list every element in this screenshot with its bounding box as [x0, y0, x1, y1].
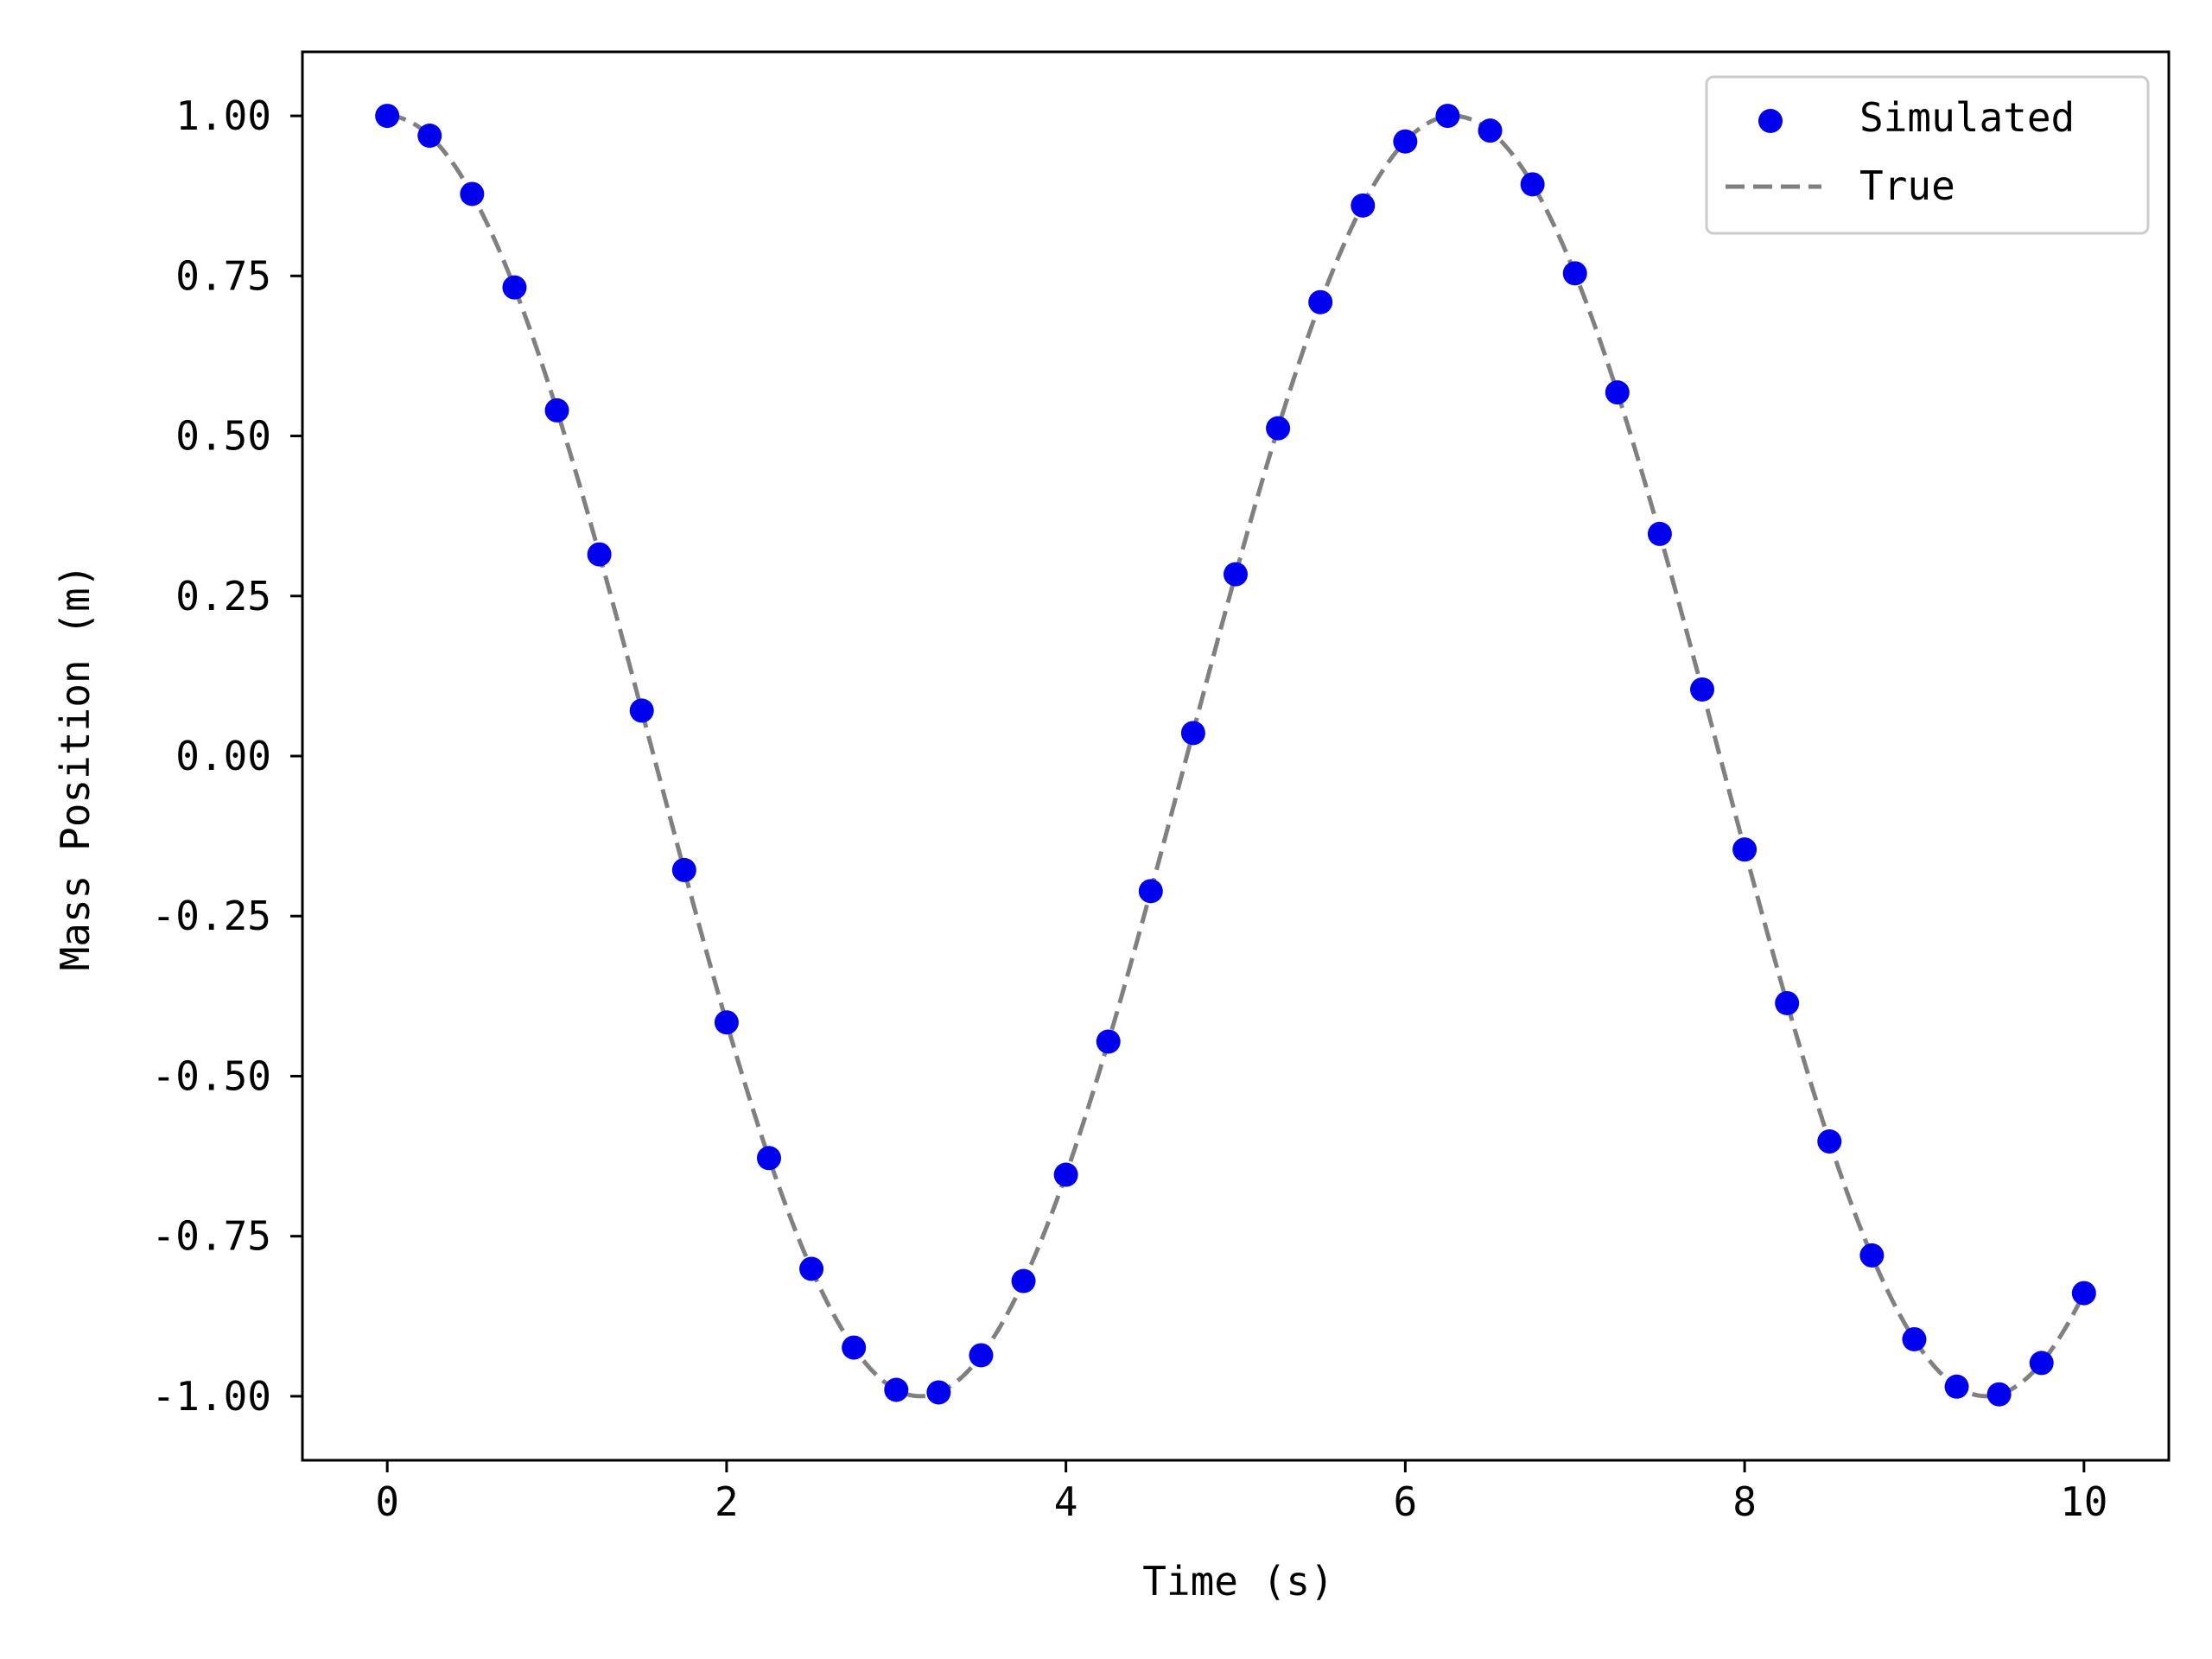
axes-layer: 0 2 4 6 8 10 1.00 0.75 0.50 0.25 0.00 -0.25 -0.50 -0.… — [152, 50, 2171, 1525]
legend: Simulated True — [1705, 75, 2150, 235]
simulated-point — [1011, 1268, 1036, 1294]
simulated-point — [502, 275, 527, 300]
simulated-point — [1053, 1162, 1078, 1187]
simulated-point — [1393, 129, 1418, 154]
simulated-point — [375, 104, 400, 129]
x-tick-label: 2 — [715, 1478, 739, 1525]
legend-marker-simulated — [1758, 109, 1783, 133]
x-axis-title: Time (s) — [1142, 1558, 1334, 1605]
simulated-point — [1266, 416, 1291, 441]
y-tick-label: -0.75 — [152, 1213, 271, 1260]
x-tick-label: 10 — [2060, 1478, 2107, 1525]
simulated-point — [926, 1380, 951, 1405]
simulated-point — [884, 1377, 909, 1402]
simulated-point — [1096, 1029, 1121, 1054]
simulated-point — [460, 181, 485, 207]
simulated-point — [1478, 118, 1503, 143]
x-tick-label: 8 — [1732, 1478, 1757, 1525]
simulated-point — [757, 1146, 781, 1171]
legend-label-simulated: Simulated — [1859, 94, 2075, 141]
simulated-point — [1138, 879, 1163, 904]
simulated-point — [1647, 521, 1672, 546]
simulated-point — [417, 124, 442, 149]
simulated-point — [714, 1010, 739, 1035]
y-tick-label: 0.75 — [175, 252, 271, 299]
simulated-point — [1180, 721, 1205, 746]
simulated-point — [1775, 990, 1800, 1015]
simulated-point — [1902, 1326, 1927, 1351]
simulated-point — [587, 542, 612, 567]
y-axis-title: Mass Position (m) — [52, 564, 99, 971]
simulated-point — [671, 857, 696, 882]
simulated-point — [799, 1256, 824, 1281]
y-tick-label: 0.50 — [175, 413, 271, 460]
x-tick-label: 0 — [375, 1478, 399, 1525]
plot-layer — [375, 104, 2096, 1407]
y-tick-label: -0.50 — [152, 1052, 271, 1099]
simulated-point — [1859, 1243, 1885, 1268]
simulated-point — [1817, 1129, 1842, 1154]
x-tick-label: 4 — [1054, 1478, 1078, 1525]
x-tick-label: 6 — [1394, 1478, 1418, 1525]
legend-label-true: True — [1859, 162, 1955, 209]
y-tick-label: -1.00 — [152, 1373, 271, 1420]
simulated-point — [1690, 677, 1714, 702]
simulated-point — [969, 1343, 994, 1368]
y-tick-label: 0.00 — [175, 733, 271, 779]
y-tick-label: 0.25 — [175, 573, 271, 620]
legend-frame — [1705, 75, 2150, 235]
y-tick-label: 1.00 — [175, 92, 271, 139]
simulated-point — [842, 1335, 867, 1360]
simulated-point — [2071, 1281, 2096, 1306]
y-tick-label: -0.25 — [152, 893, 271, 939]
simulated-point — [1986, 1382, 2012, 1407]
simulated-point — [544, 397, 569, 423]
simulated-point — [1435, 104, 1460, 129]
simulated-point — [1224, 562, 1248, 587]
simulated-point — [1944, 1374, 1969, 1399]
simulated-point — [1520, 172, 1545, 197]
simulated-point — [1605, 380, 1630, 405]
simulated-point — [629, 698, 654, 723]
simulated-point — [2029, 1351, 2054, 1376]
simulated-point — [1351, 193, 1376, 218]
simulated-point — [1562, 261, 1587, 286]
simulated-point — [1308, 289, 1333, 315]
simulated-point — [1732, 837, 1758, 862]
